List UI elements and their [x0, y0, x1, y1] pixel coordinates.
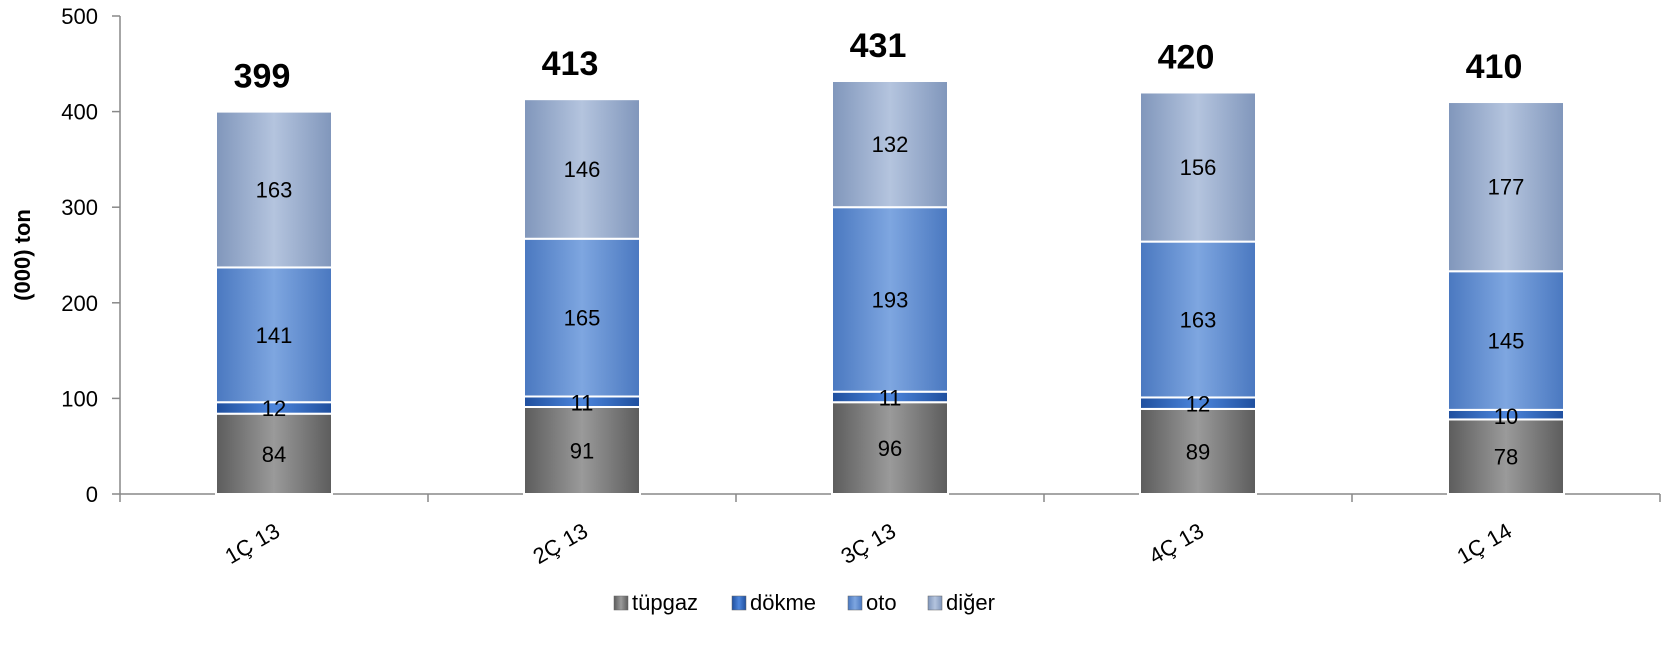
data-label: 177: [1488, 175, 1525, 200]
legend: tüpgaz dökme oto diğer: [613, 590, 995, 615]
bar-segment-diğer: [215, 110, 333, 269]
data-label: 193: [872, 287, 909, 312]
legend-swatch-oto: [847, 595, 863, 611]
bar-segment-tüpgaz: [1139, 407, 1257, 495]
data-label: 96: [878, 436, 902, 461]
bar-segment-oto: [1139, 240, 1257, 399]
data-label: 132: [872, 132, 909, 157]
data-label: 163: [256, 178, 293, 203]
x-tick-label: 4Ç 13: [1145, 518, 1208, 569]
data-label: 146: [564, 157, 601, 182]
data-label: 10: [1494, 404, 1518, 429]
bar-segment-tüpgaz: [215, 412, 333, 496]
legend-swatch-dökme: [731, 595, 747, 611]
data-label: 84: [262, 442, 286, 467]
y-axis-title: (000) ton: [10, 209, 35, 301]
total-label: 410: [1466, 48, 1523, 86]
data-label: 165: [564, 306, 601, 331]
x-tick-label: 1Ç 13: [221, 518, 284, 569]
data-labels: 84 12 141 163 399 91 11 165 146 413 96 11 193 132 431 8…: [234, 27, 1525, 470]
total-label: 413: [542, 45, 599, 83]
bar-segment-tüpgaz: [1447, 418, 1565, 496]
x-tick-label: 3Ç 13: [837, 518, 900, 569]
data-label: 89: [1186, 439, 1210, 464]
bar-segment-oto: [215, 266, 333, 404]
data-label: 78: [1494, 445, 1518, 470]
legend-label: oto: [866, 590, 897, 615]
x-tick-label: 2Ç 13: [529, 518, 592, 569]
bar-segment-oto: [523, 237, 641, 398]
y-tick-label: 100: [61, 386, 98, 411]
data-label: 163: [1180, 308, 1217, 333]
bar-segment-diğer: [831, 80, 949, 209]
bar-segment-tüpgaz: [831, 401, 949, 495]
legend-label: tüpgaz: [632, 590, 698, 615]
data-label: 141: [256, 323, 293, 348]
y-tick-label: 200: [61, 291, 98, 316]
data-label: 12: [1186, 391, 1210, 416]
data-label: 11: [571, 390, 594, 415]
data-label: 91: [570, 439, 594, 464]
legend-swatch-tüpgaz: [613, 595, 629, 611]
y-tick-label: 300: [61, 195, 98, 220]
total-label: 431: [850, 27, 907, 65]
legend-swatch-diğer: [927, 595, 943, 611]
data-label: 11: [879, 386, 902, 411]
y-tick-label: 500: [61, 4, 98, 29]
bar-segment-oto: [831, 206, 949, 393]
y-tick-label: 0: [86, 482, 98, 507]
y-tick-label: 400: [61, 100, 98, 125]
total-label: 420: [1158, 38, 1215, 76]
bar-segment-diğer: [1139, 91, 1257, 243]
legend-label: diğer: [946, 590, 995, 615]
bars: [215, 80, 1565, 496]
bar-segment-tüpgaz: [523, 406, 641, 495]
legend-label: dökme: [750, 590, 816, 615]
bar-segment-diğer: [1447, 101, 1565, 273]
bar-segment-oto: [1447, 270, 1565, 411]
bar-segment-diğer: [523, 98, 641, 240]
data-label: 12: [262, 396, 286, 421]
x-tick-label: 1Ç 14: [1453, 518, 1516, 569]
data-label: 145: [1488, 329, 1525, 354]
total-label: 399: [234, 58, 291, 96]
data-label: 156: [1180, 155, 1217, 180]
